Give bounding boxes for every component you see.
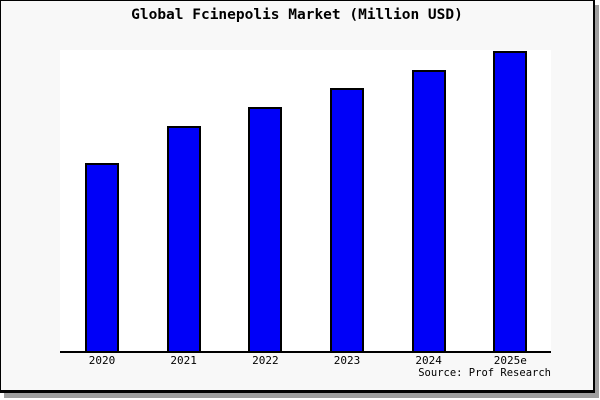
bar-2021 bbox=[166, 126, 201, 351]
source-note: Source: Prof Research bbox=[418, 367, 551, 379]
bar-2023 bbox=[330, 88, 364, 351]
bar-2022 bbox=[248, 107, 283, 351]
x-tick-label-2022: 2022 bbox=[252, 354, 279, 367]
x-tick-label-2021: 2021 bbox=[170, 354, 197, 367]
chart-panel: Global Fcinepolis Market (Million USD) S… bbox=[0, 0, 595, 393]
x-tick-label-2024: 2024 bbox=[415, 354, 442, 367]
bar-2024 bbox=[411, 70, 446, 351]
bar-2025e bbox=[493, 51, 528, 351]
chart-title: Global Fcinepolis Market (Million USD) bbox=[131, 7, 463, 23]
x-tick-label-2020: 2020 bbox=[88, 354, 116, 367]
bar-2020 bbox=[85, 163, 119, 351]
x-tick-label-2025e: 2025e bbox=[493, 354, 527, 367]
x-tick-label-2023: 2023 bbox=[333, 354, 361, 367]
plot-area bbox=[60, 50, 551, 353]
